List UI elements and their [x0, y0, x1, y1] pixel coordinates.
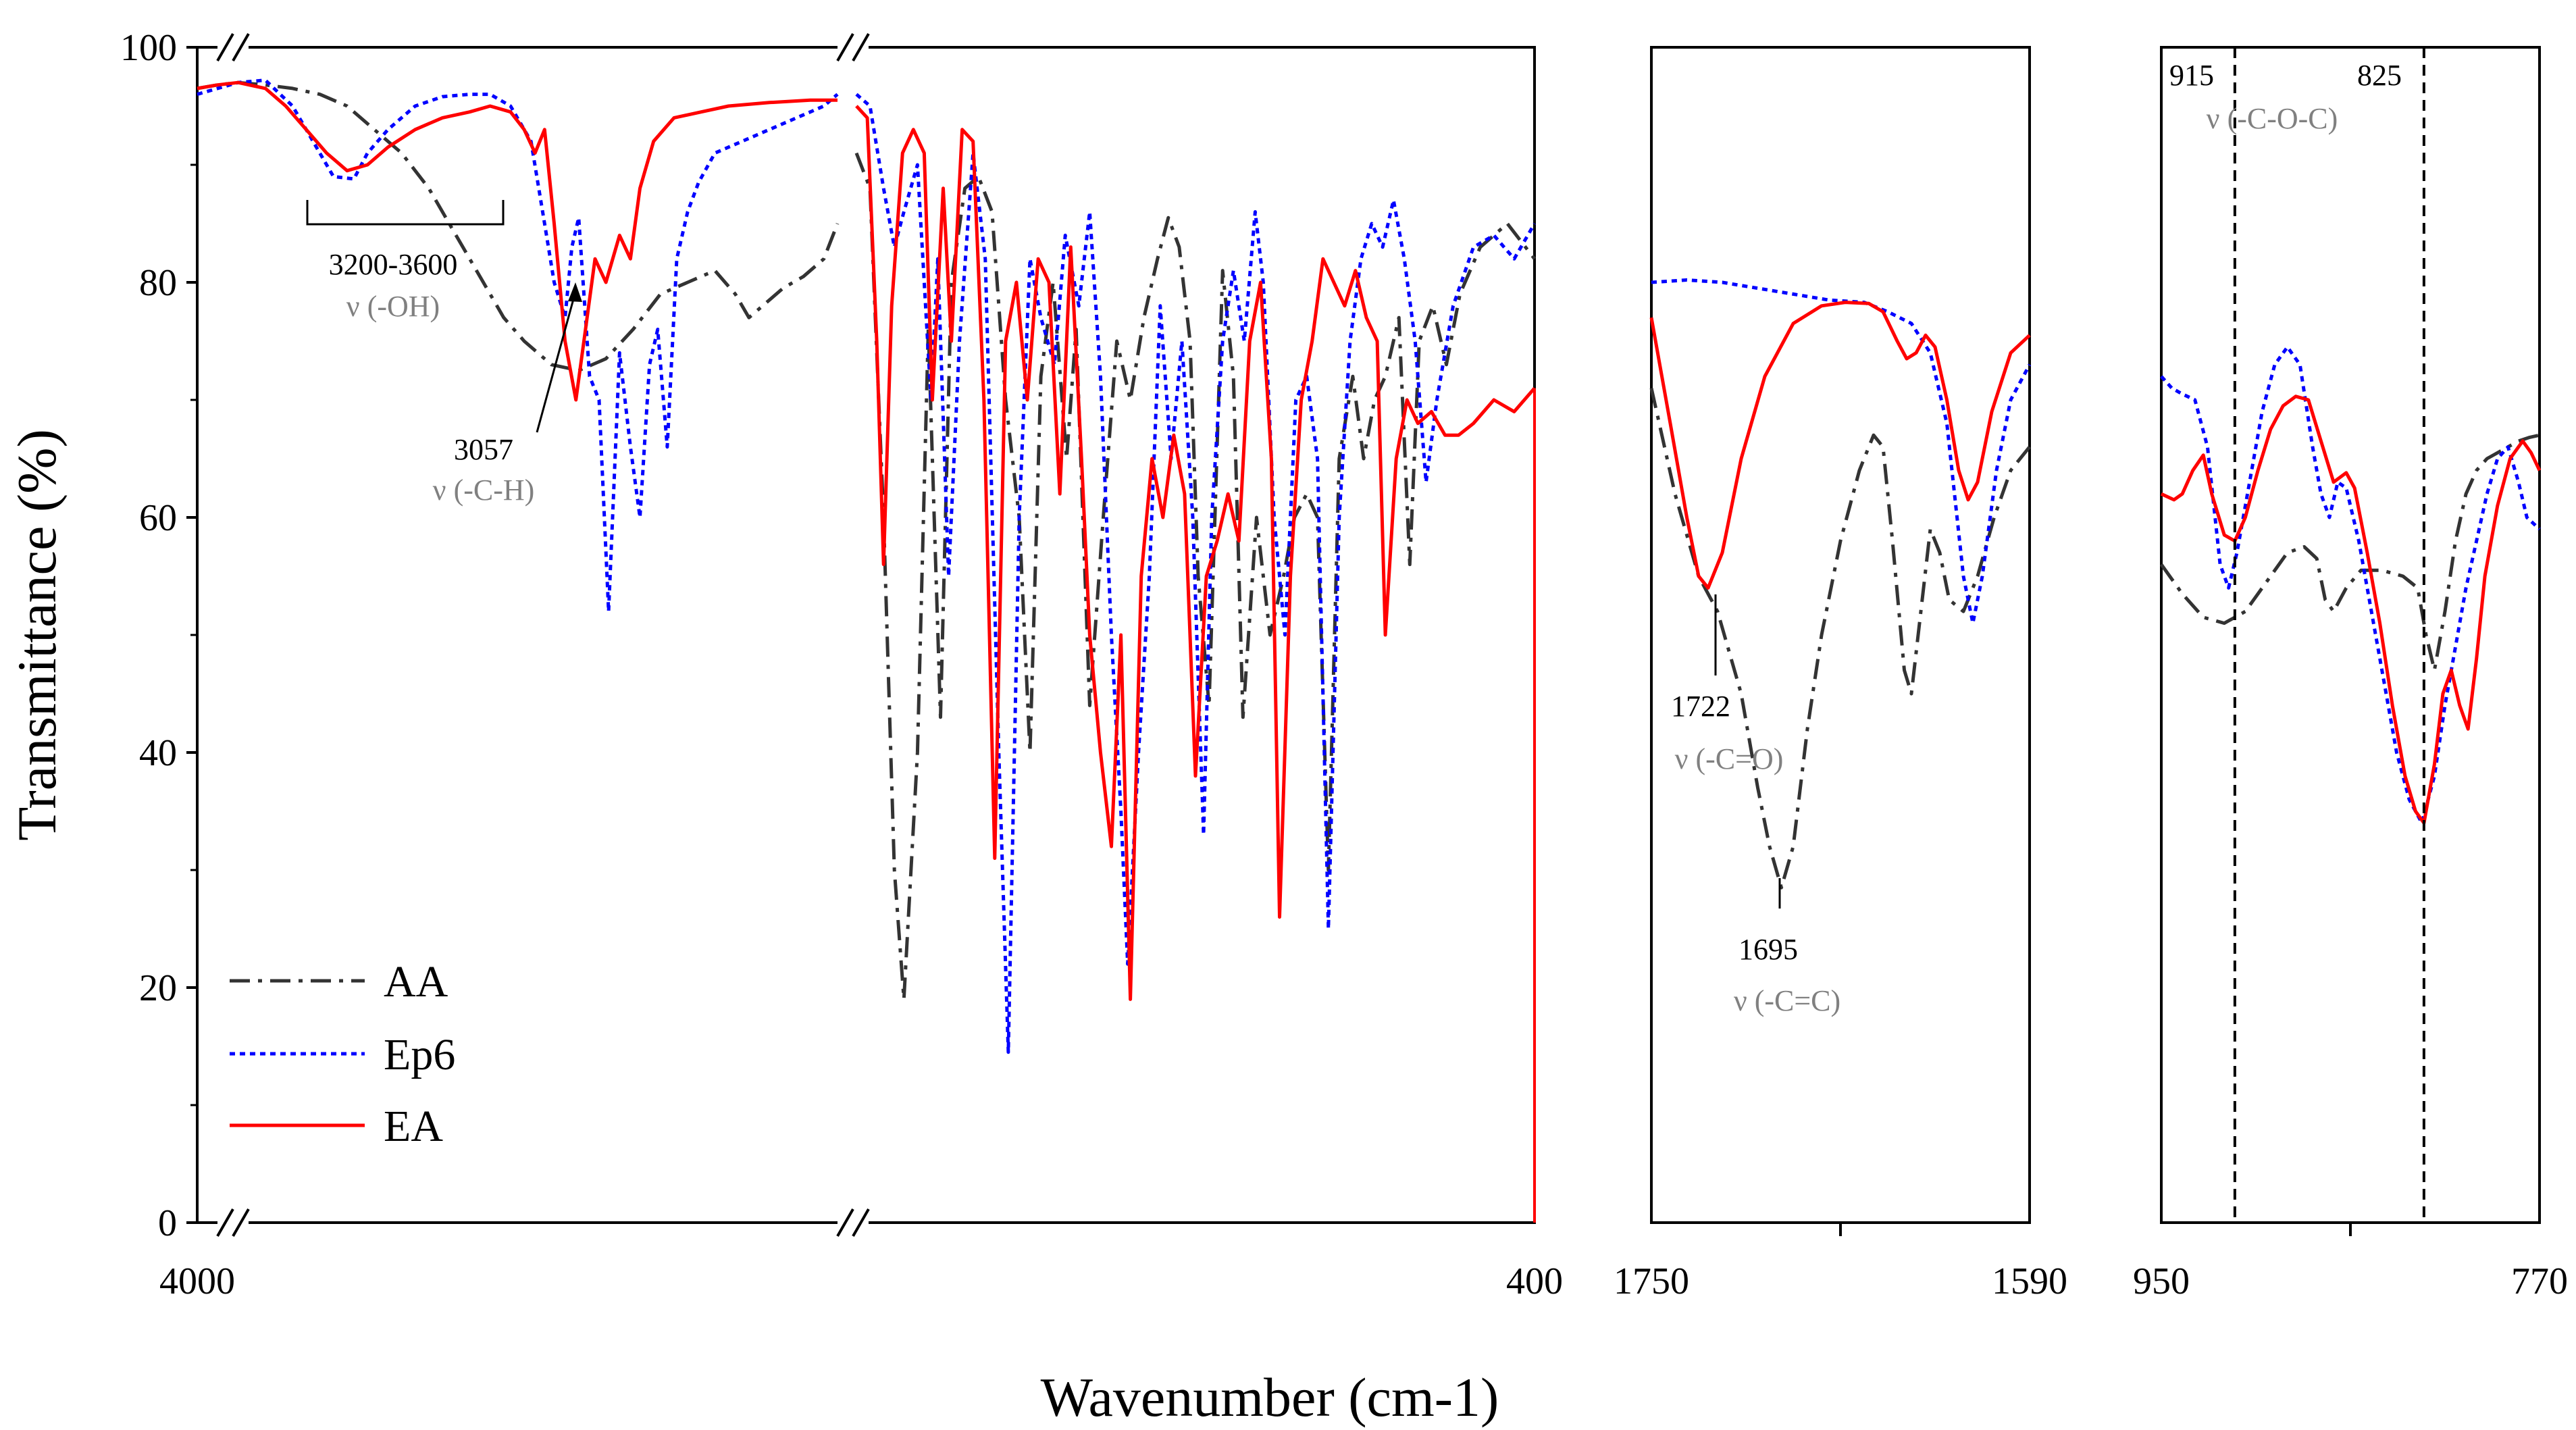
- y-tick-label: 100: [120, 27, 177, 69]
- 825-number: 825: [2357, 59, 2402, 92]
- epoxide-x-tick-label: 950: [2133, 1260, 2190, 1302]
- carbonyl-panel-series: [1649, 278, 2032, 890]
- axis-break-marks: [216, 33, 870, 1237]
- oh-mode-label: ν (-OH): [346, 290, 440, 323]
- legend-label-ea: EA: [384, 1102, 443, 1151]
- coc-mode-label: ν (-C-O-C): [2207, 102, 2338, 135]
- carbonyl-x-tick-label: 1750: [1614, 1260, 1689, 1302]
- ch-arrow-head: [568, 282, 582, 302]
- main-series-aa-segment-1: [197, 80, 840, 372]
- ch-mode-label: ν (-C-H): [433, 474, 535, 507]
- annotation-ch: 3057 ν (-C-H): [433, 282, 582, 507]
- cc-number: 1695: [1738, 933, 1798, 966]
- annotation-coc: 915 ν (-C-O-C) 825: [2169, 59, 2402, 135]
- x-ticks: 4000 400 1750 1590 950 770: [159, 1223, 2568, 1302]
- main-series-ea-segment-2: [855, 105, 1536, 1001]
- x-axis-title: Wavenumber (cm-1): [1041, 1367, 1499, 1428]
- oh-range-bracket: [306, 200, 505, 226]
- ch-arrow-line: [536, 291, 577, 433]
- main-series-ep6-segment-1: [197, 78, 839, 613]
- epoxide-series-ep6: [2160, 345, 2541, 825]
- carbonyl-x-tick-label: 1590: [1992, 1260, 2067, 1302]
- main-x-tick-label: 4000: [159, 1260, 235, 1302]
- main-x-tick-label: 400: [1506, 1260, 1563, 1302]
- legend-label-ep6: Ep6: [384, 1030, 455, 1079]
- epoxide-x-tick-label: 770: [2511, 1260, 2568, 1302]
- coc-number: 915: [2169, 59, 2214, 92]
- annotation-co: 1722 ν (-C=O): [1671, 594, 1783, 775]
- main-series-aa-segment-2: [854, 152, 1536, 1001]
- legend-label-aa: AA: [384, 957, 448, 1006]
- ch-number: 3057: [454, 433, 513, 466]
- cc-mode-label: ν (-C=C): [1734, 984, 1840, 1017]
- carbonyl-series-ep6: [1651, 278, 2032, 625]
- co-number: 1722: [1671, 690, 1730, 723]
- carbonyl-series-aa: [1649, 388, 2031, 890]
- co-mode-label: ν (-C=O): [1675, 742, 1784, 775]
- legend: AA Ep6 EA: [230, 957, 455, 1151]
- y-tick-label: 60: [139, 497, 177, 539]
- annotation-cc: 1695 ν (-C=C): [1734, 878, 1840, 1017]
- carbonyl-series-ea: [1649, 301, 2031, 590]
- y-axis: 0 20 40 60 80 100: [120, 27, 197, 1244]
- y-axis-title: Transmittance (%): [6, 429, 68, 841]
- main-series-ep6-segment-2: [855, 93, 1537, 1054]
- y-tick-label: 20: [139, 967, 177, 1009]
- epoxide-series-aa: [2159, 433, 2540, 672]
- epoxide-series-ea: [2160, 394, 2542, 825]
- y-tick-label: 0: [158, 1202, 177, 1244]
- carbonyl-panel-frame: [1650, 46, 2031, 1224]
- y-tick-label: 80: [139, 262, 177, 304]
- main-series-ea-segment-1: [197, 80, 838, 402]
- oh-range-number: 3200-3600: [329, 248, 458, 281]
- epoxide-panel-series: [2159, 345, 2542, 825]
- main-panel-series: [197, 78, 1537, 1223]
- annotation-oh: 3200-3600 ν (-OH): [306, 200, 505, 323]
- vertical-markers: [2233, 47, 2425, 1223]
- epoxide-panel-frame: [2160, 46, 2541, 1224]
- y-tick-label: 40: [139, 732, 177, 774]
